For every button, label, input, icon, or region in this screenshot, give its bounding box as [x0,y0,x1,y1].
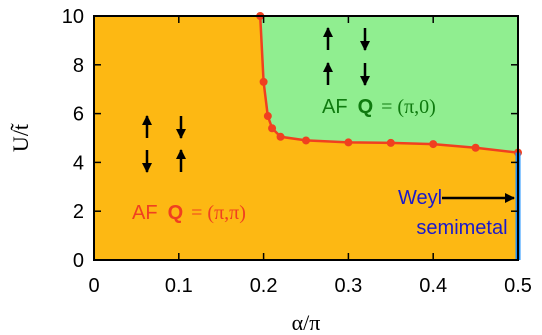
x-tick-label: 0.3 [334,275,362,297]
y-tick-label: 10 [62,6,84,28]
y-tick-label: 0 [73,250,84,272]
af-pi-0-region [260,16,518,153]
data-point [260,78,268,86]
y-axis-label: U/t̃ [8,123,33,152]
x-axis-label: α/π [292,310,321,335]
data-point [429,140,437,148]
x-tick-label: 0.2 [250,275,278,297]
data-point [264,112,272,120]
y-tick-label: 2 [73,201,84,223]
x-tick-label: 0.4 [419,275,447,297]
x-tick-label: 0.1 [165,275,193,297]
data-point [344,138,352,146]
weyl-label-line1: Weyl [398,187,442,209]
data-point [277,133,285,141]
y-tick-label: 4 [73,152,84,174]
y-tick-label: 6 [73,104,84,126]
weyl-label-line2: semimetal [416,217,507,239]
data-point [268,124,276,132]
y-tick-label: 8 [73,55,84,77]
data-point [387,139,395,147]
data-point [472,144,480,152]
data-point [302,136,310,144]
x-tick-label: 0 [88,275,99,297]
x-tick-label: 0.5 [504,275,532,297]
